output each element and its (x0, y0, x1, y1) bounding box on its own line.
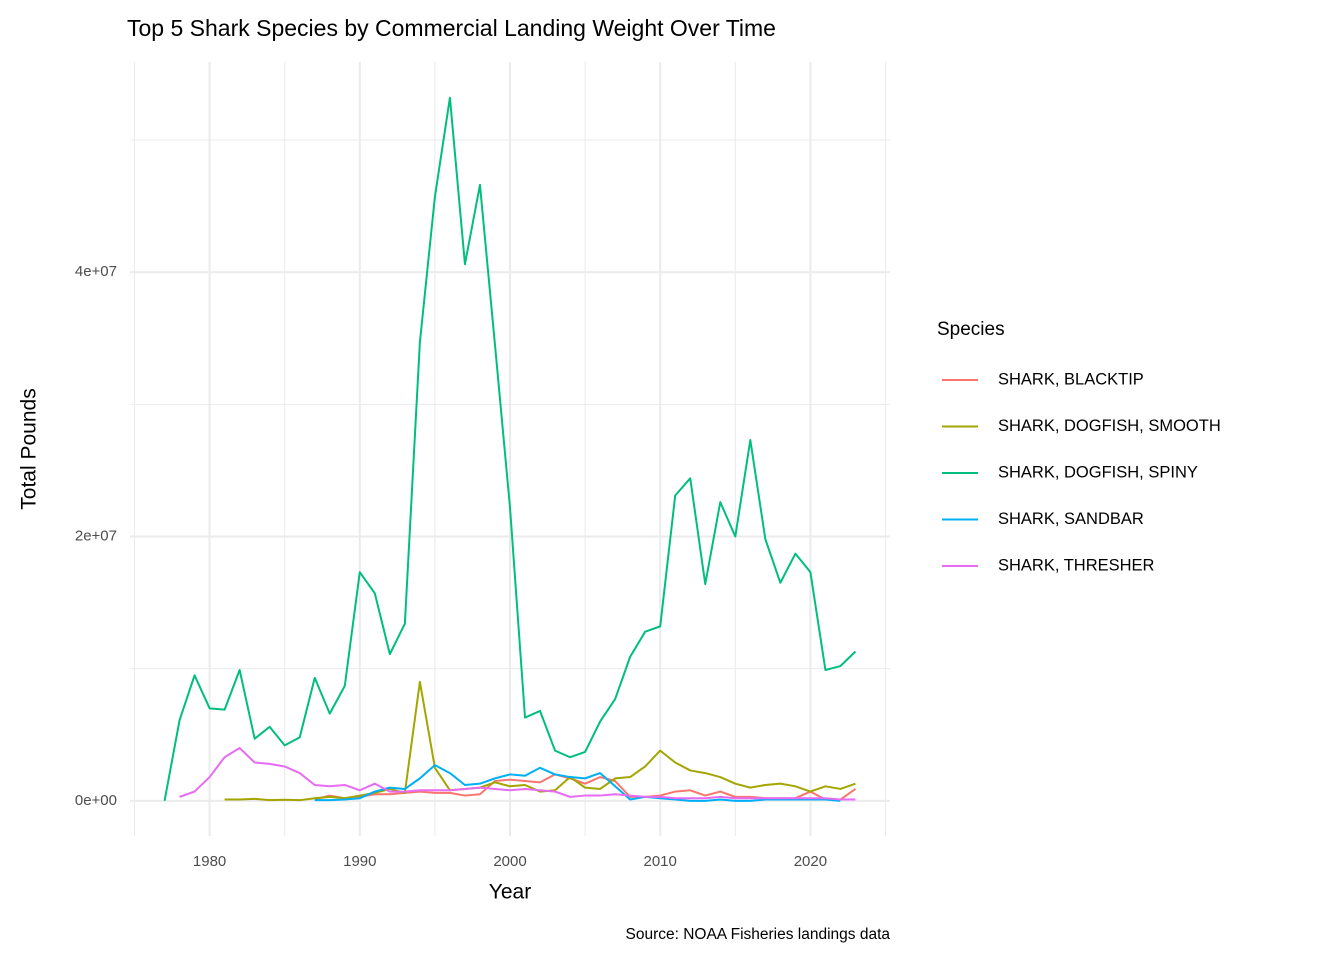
legend: Species SHARK, BLACKTIP SHARK, DOGFISH, S… (937, 319, 1221, 574)
grid (130, 62, 890, 836)
legend-title: Species (937, 319, 1005, 340)
caption: Source: NOAA Fisheries landings data (626, 926, 891, 943)
x-tick-label: 2020 (794, 853, 827, 870)
y-tick-label: 2e+07 (75, 527, 117, 544)
series-line (179, 746, 856, 801)
legend-label: SHARK, BLACKTIP (998, 370, 1144, 388)
series-line (224, 680, 856, 802)
legend-label: SHARK, SANDBAR (998, 510, 1144, 528)
y-axis-title: Total Pounds (18, 388, 41, 509)
legend-label: SHARK, DOGFISH, SPINY (998, 463, 1198, 481)
lines (163, 96, 857, 802)
x-tick-label: 1980 (193, 853, 226, 870)
series-line (163, 96, 857, 802)
y-tick-label: 0e+00 (75, 792, 117, 809)
series-line (314, 764, 841, 802)
legend-label: SHARK, DOGFISH, SMOOTH (998, 417, 1221, 435)
x-tick-label: 2010 (644, 853, 677, 870)
x-tick-label: 1990 (343, 853, 376, 870)
x-axis-title: Year (489, 881, 531, 904)
y-tick-label: 4e+07 (75, 263, 117, 280)
chart-title: Top 5 Shark Species by Commercial Landin… (127, 15, 776, 41)
x-tick-label: 2000 (493, 853, 526, 870)
legend-label: SHARK, THRESHER (998, 556, 1155, 574)
